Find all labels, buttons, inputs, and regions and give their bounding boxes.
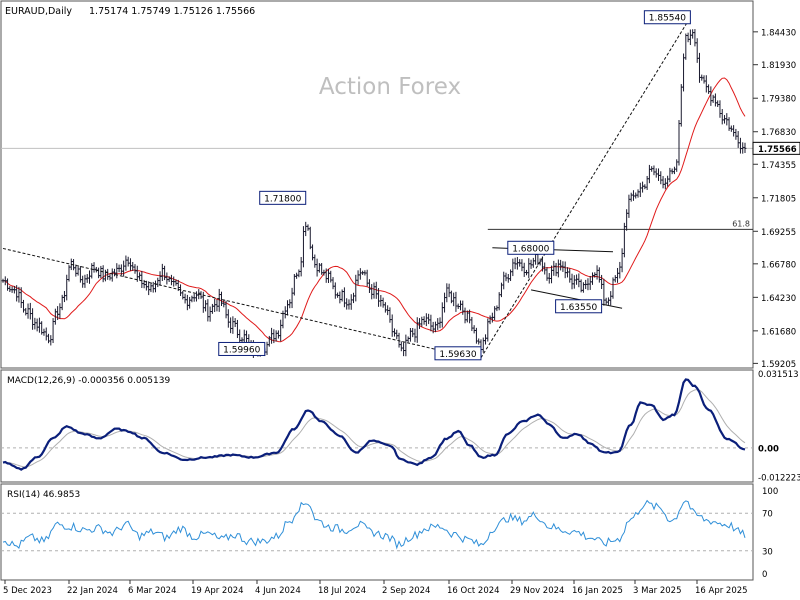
- price-axis-label: 1.74355: [761, 161, 796, 171]
- price-axis-label: 1.71805: [761, 194, 796, 204]
- rsi-title: RSI(14) 46.9853: [7, 490, 80, 500]
- time-axis-label: 19 Apr 2024: [191, 586, 244, 596]
- time-axis-label: 5 Dec 2023: [3, 586, 52, 596]
- price-annotation-box: [218, 341, 266, 356]
- time-axis-label: 4 Jun 2024: [255, 586, 301, 596]
- rsi-panel-frame: [0, 483, 754, 581]
- chart-header-ohlc: 1.75174 1.75749 1.75126 1.75566: [89, 6, 255, 17]
- price-annotation-label: 1.68000: [512, 244, 549, 254]
- macd-panel: 0.031513 0.00 -0.012223: [1, 370, 800, 483]
- price-axis: 1.84430 1.81930 1.79380 1.76830 1.74355 1.718…: [752, 28, 800, 370]
- price-annotation-label: 1.85540: [649, 14, 686, 24]
- price-axis-label: 1.59205: [761, 360, 796, 370]
- price-annotation: 1.59630: [434, 346, 482, 361]
- price-annotation: 1.71800: [259, 190, 307, 205]
- price-annotation: 1.59960: [218, 341, 266, 356]
- trendline: [2, 247, 472, 359]
- macd-panel-frame: [0, 369, 754, 483]
- rsi-axis-label: 30: [762, 547, 773, 557]
- price-annotation-box: [643, 10, 691, 25]
- price-annotation-box: [507, 240, 555, 255]
- trendline: [530, 289, 623, 309]
- rsi-axis-label: 100: [762, 487, 778, 497]
- price-annotation-box: [434, 346, 482, 361]
- macd-line: [2, 378, 746, 471]
- time-axis: 5 Dec 2023 22 Jan 2024 6 Mar 2024 19 Apr 20…: [3, 580, 748, 596]
- price-annotations: 1.85540 1.71800 1.68000 1.63550 1.59960 1.596…: [218, 10, 691, 361]
- macd-title: MACD(12,26,9) -0.000356 0.005139: [7, 376, 170, 386]
- current-price-label: 1.75566: [758, 145, 797, 155]
- time-axis-label: 18 Jul 2024: [318, 586, 366, 596]
- macd-axis-label: 0.00: [758, 444, 779, 454]
- price-annotation-label: 1.59630: [439, 350, 476, 360]
- time-axis-label: 29 Nov 2024: [510, 586, 564, 596]
- trendline: [480, 16, 691, 359]
- time-axis-label: 22 Jan 2024: [67, 586, 118, 596]
- price-bar: [743, 142, 747, 154]
- rsi-line: [2, 499, 746, 550]
- price-annotation-label: 1.71800: [264, 194, 301, 204]
- rsi-axis-label: 0: [762, 570, 767, 580]
- time-axis-label: 16 Oct 2024: [447, 586, 500, 596]
- chart-header-symbol: EURAUD,Daily: [5, 6, 72, 17]
- price-panel-frame: [0, 0, 754, 369]
- price-annotation-label: 1.59960: [223, 345, 260, 355]
- watermark-text: Action Forex: [319, 74, 461, 100]
- price-axis-label: 1.64230: [761, 294, 796, 304]
- price-axis-label: 1.79380: [761, 95, 796, 105]
- price-axis-label: 1.84430: [761, 28, 796, 38]
- time-axis-label: 2 Sep 2024: [382, 586, 430, 596]
- rsi-axis-label: 70: [762, 510, 773, 520]
- macd-axis-label: -0.012223: [758, 473, 800, 483]
- rsi-panel: 100 70 30 0: [1, 487, 778, 580]
- price-axis-label: 1.81930: [761, 61, 796, 71]
- time-axis-label: 16 Jan 2025: [572, 586, 623, 596]
- price-axis-label: 1.66780: [761, 260, 796, 270]
- time-axis-label: 16 Apr 2025: [695, 586, 748, 596]
- price-annotation-box: [555, 299, 603, 314]
- price-annotation: 1.63550: [555, 299, 603, 314]
- macd-axis-label: 0.031513: [758, 370, 799, 380]
- fib-level-label: 61.8: [732, 219, 750, 228]
- price-annotation-label: 1.63550: [560, 303, 597, 313]
- time-axis-label: 6 Mar 2024: [128, 586, 176, 596]
- price-axis-label: 1.76830: [761, 128, 796, 138]
- price-grid: 61.8: [1, 147, 753, 230]
- price-annotation-box: [259, 190, 307, 205]
- price-axis-label: 1.61680: [761, 327, 796, 337]
- current-price-box: [752, 141, 800, 155]
- time-axis-label: 3 Mar 2025: [633, 586, 681, 596]
- price-annotation: 1.68000: [507, 240, 555, 255]
- price-axis-label: 1.69255: [761, 228, 796, 238]
- price-annotation: 1.85540: [643, 10, 691, 25]
